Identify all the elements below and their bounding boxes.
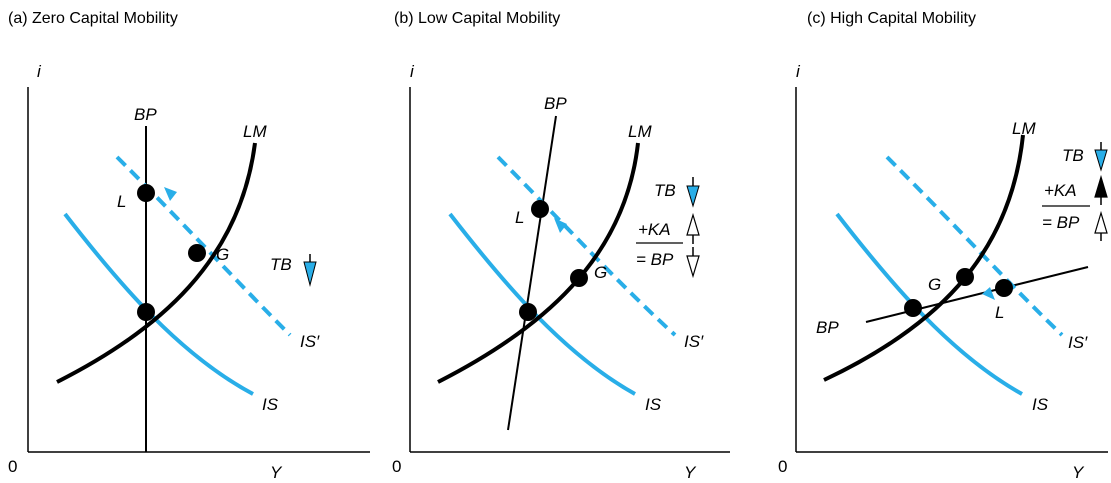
- tb-down-arrow-icon: [303, 254, 317, 287]
- equilibrium-point: [519, 303, 537, 321]
- is-label: IS: [1032, 395, 1049, 414]
- bp-sum-label: = BP: [1042, 213, 1080, 232]
- diagram-low-capital-mobility: i 0 Y BP IS IS′ LM L G TB +KA: [392, 62, 730, 482]
- panel-zero-capital-mobility: (a) Zero Capital Mobility i 0 Y BP IS IS…: [0, 0, 370, 483]
- ka-label: +KA: [638, 220, 671, 239]
- point-l-label: L: [515, 208, 524, 227]
- adjustment-arrow: [164, 187, 177, 201]
- y-axis-label: i: [37, 62, 42, 81]
- point-l: [531, 200, 549, 218]
- x-axis-label: Y: [1072, 463, 1085, 482]
- tb-down-arrow-icon: [1094, 142, 1108, 172]
- origin-label: 0: [392, 457, 401, 476]
- lm-curve: [56, 142, 257, 384]
- lm-label: LM: [628, 122, 652, 141]
- point-l-label: L: [995, 303, 1004, 322]
- panel-low-capital-mobility: (b) Low Capital Mobility i 0 Y BP IS IS′…: [370, 0, 740, 483]
- is-shifted-label: IS′: [684, 332, 704, 351]
- panel-title: (c) High Capital Mobility: [807, 10, 976, 27]
- is-curve: [835, 212, 1023, 396]
- equilibrium-point: [137, 303, 155, 321]
- point-l: [995, 279, 1013, 297]
- panel-title: (a) Zero Capital Mobility: [8, 10, 178, 27]
- ka-up-arrow-icon: [1094, 174, 1108, 205]
- x-axis-label: Y: [684, 463, 697, 482]
- diagram-zero-capital-mobility: i 0 Y BP IS IS′ LM L G TB: [8, 62, 370, 482]
- point-g: [956, 268, 974, 286]
- diagram-high-capital-mobility: i 0 Y BP IS IS′ LM G L TB +KA: [778, 62, 1108, 482]
- point-g-label: G: [594, 263, 607, 282]
- bp-up-arrow-icon: [1094, 210, 1108, 241]
- bp-down-arrow-icon: [686, 247, 700, 279]
- bp-sum-label: = BP: [636, 250, 674, 269]
- lm-label: LM: [1012, 119, 1036, 138]
- lm-curve: [437, 142, 640, 384]
- panel-high-capital-mobility: (c) High Capital Mobility i 0 Y BP IS IS…: [740, 0, 1110, 483]
- is-curve: [63, 212, 254, 396]
- point-g-label: G: [928, 275, 941, 294]
- ka-up-arrow-icon: [686, 212, 700, 244]
- is-shifted-label: IS′: [1068, 333, 1088, 352]
- is-shifted-curve: [496, 155, 677, 337]
- y-axis-label: i: [796, 62, 801, 81]
- x-axis-label: Y: [270, 463, 283, 482]
- origin-label: 0: [8, 457, 17, 476]
- bp-label: BP: [544, 94, 567, 113]
- is-curve: [448, 212, 636, 396]
- is-label: IS: [645, 395, 662, 414]
- tb-label: TB: [654, 181, 676, 200]
- point-g: [570, 269, 588, 287]
- tb-label: TB: [1062, 146, 1084, 165]
- bp-curve: [507, 115, 557, 431]
- is-shifted-label: IS′: [300, 332, 320, 351]
- point-l: [137, 184, 155, 202]
- panel-title: (b) Low Capital Mobility: [394, 10, 561, 27]
- y-axis-label: i: [410, 62, 415, 81]
- adjustment-arrow: [982, 287, 995, 300]
- tb-down-arrow-icon: [686, 177, 700, 208]
- adjustment-arrow: [554, 218, 567, 233]
- point-g-label: G: [216, 245, 229, 264]
- bp-curve: [865, 266, 1089, 323]
- ka-label: +KA: [1044, 181, 1077, 200]
- lm-curve: [823, 134, 1025, 382]
- is-label: IS: [262, 395, 279, 414]
- equilibrium-point: [904, 299, 922, 317]
- tb-label: TB: [270, 255, 292, 274]
- origin-label: 0: [778, 457, 787, 476]
- lm-label: LM: [243, 122, 267, 141]
- point-g: [188, 244, 206, 262]
- point-l-label: L: [117, 192, 126, 211]
- bp-label: BP: [134, 105, 157, 124]
- bp-label: BP: [816, 318, 839, 337]
